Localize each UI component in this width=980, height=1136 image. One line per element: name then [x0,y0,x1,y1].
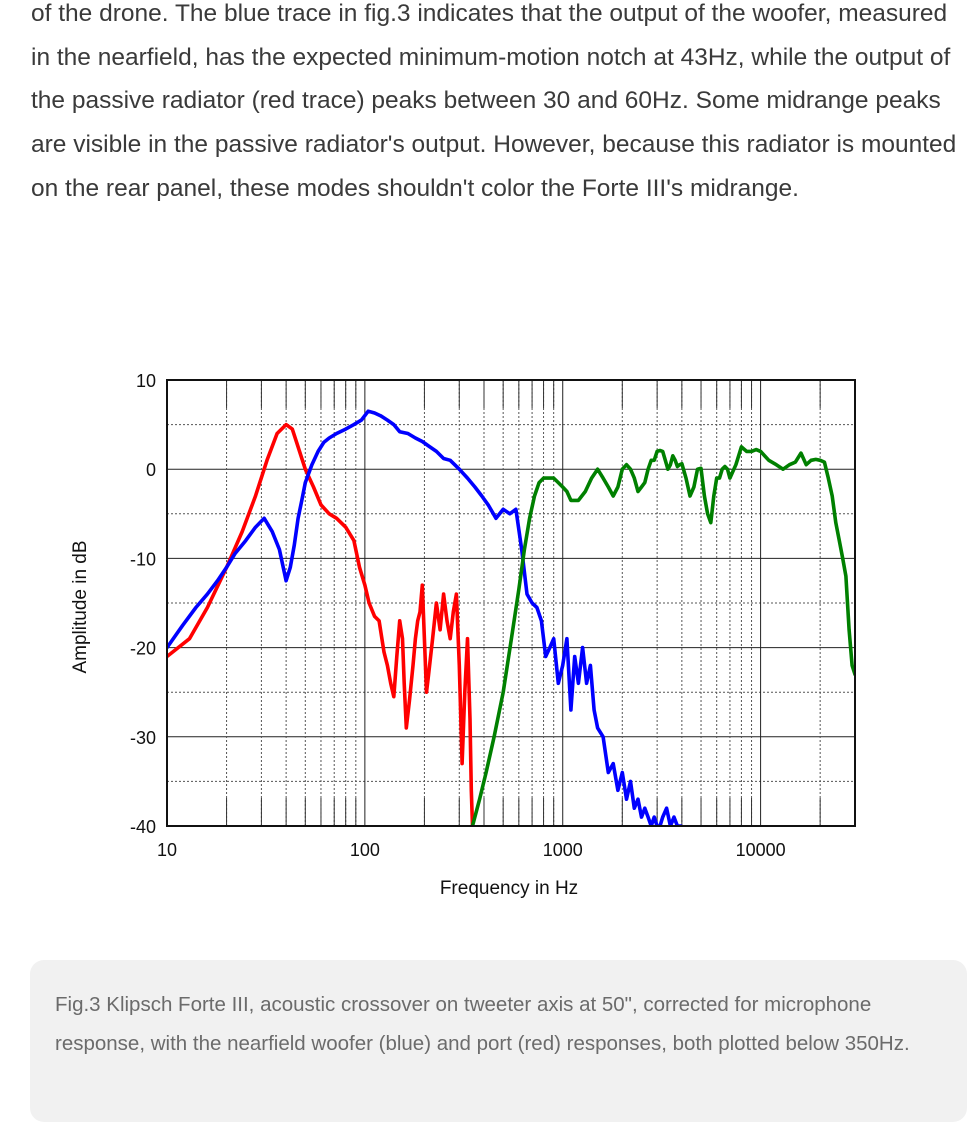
plot-frame [166,379,856,827]
x-tick-label: 10 [157,840,177,860]
y-tick-label: 0 [146,460,156,480]
frequency-response-chart: 10 0 -10 -20 -30 -40 10 100 1000 10000 Frequency i… [0,360,980,920]
figure-caption-box: Fig.3 Klipsch Forte III, acoustic crosso… [30,960,967,1122]
y-tick-label: 10 [136,371,156,391]
y-axis-title: Amplitude in dB [70,540,91,673]
y-tick-label: -30 [130,728,156,748]
y-tick-label: -20 [130,639,156,659]
y-tick-label: -40 [130,817,156,837]
series-line-3 [470,445,855,826]
series-line-1 [167,422,475,826]
figure-caption: Fig.3 Klipsch Forte III, acoustic crosso… [55,993,910,1055]
x-tick-label: 100 [350,840,380,860]
x-axis-title: Frequency in Hz [440,878,578,899]
x-tick-label: 1000 [543,840,583,860]
x-tick-label: 10000 [736,840,786,860]
series-line-2 [167,409,683,826]
article-paragraph: of the drone. The blue trace in fig.3 in… [31,0,957,202]
y-tick-label: -10 [130,549,156,569]
series-layer [167,409,855,826]
